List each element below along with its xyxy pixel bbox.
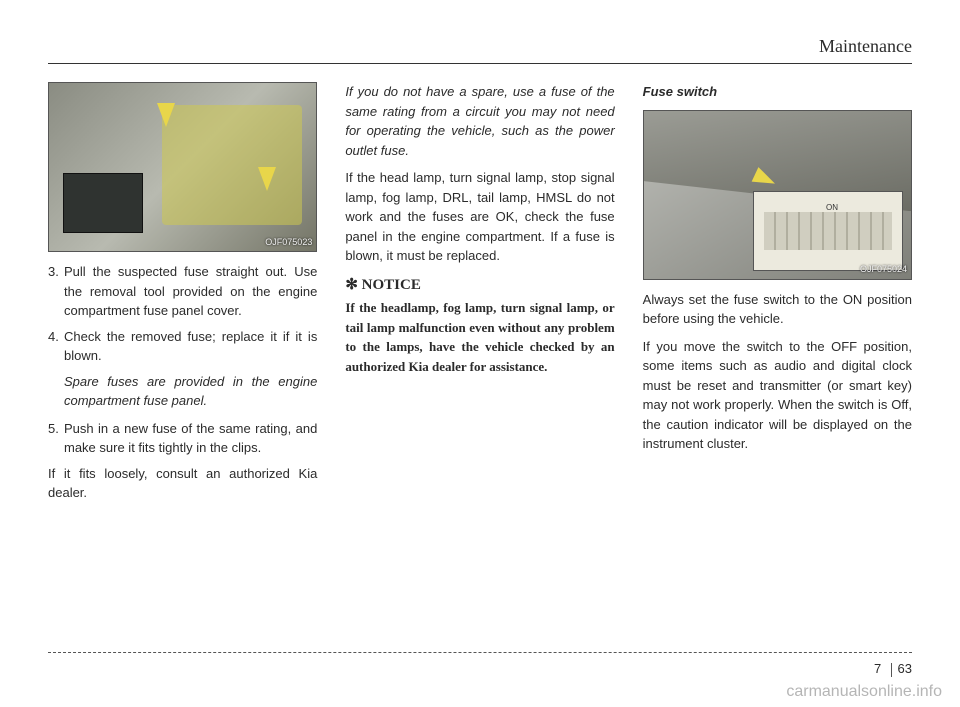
footer-rule: [48, 652, 912, 653]
panel-on-label: ON: [826, 202, 838, 214]
section-number: 7: [874, 661, 885, 676]
figure-code: OJF075023: [265, 236, 312, 250]
figure-fuse-switch: ON OJF075024: [643, 110, 912, 280]
arrow-down-icon: [157, 103, 175, 127]
figure-highlight-box: [162, 105, 302, 225]
step-5: 5. Push in a new fuse of the same rating…: [48, 419, 317, 458]
fuse-switch-p2: If you move the switch to the OFF positi…: [643, 337, 912, 454]
figure-code: OJF075024: [860, 263, 907, 277]
page-number: 7 63: [874, 661, 912, 677]
spare-advice: If you do not have a spare, use a fuse o…: [345, 82, 614, 160]
figure-fuse-panel: ON: [753, 191, 903, 271]
page-divider: [891, 663, 892, 677]
spare-note: Spare fuses are provided in the engine c…: [48, 372, 317, 411]
notice-label: NOTICE: [362, 277, 421, 293]
step-text: Check the removed fuse; replace it if it…: [64, 327, 317, 366]
step-number: 5.: [48, 419, 64, 458]
notice-body: If the headlamp, fog lamp, turn signal l…: [345, 298, 614, 376]
fuse-switch-heading: Fuse switch: [643, 82, 912, 102]
page-number-value: 63: [898, 661, 912, 676]
page-header: Maintenance: [48, 36, 912, 64]
figure-engine-fuse: OJF075023: [48, 82, 317, 252]
step-number: 3.: [48, 262, 64, 321]
notice-star-icon: ✻: [345, 277, 358, 293]
fuse-switch-p1: Always set the fuse switch to the ON pos…: [643, 290, 912, 329]
step-number: 4.: [48, 327, 64, 366]
column-2: If you do not have a spare, use a fuse o…: [345, 82, 614, 602]
step-3: 3. Pull the suspected fuse straight out.…: [48, 262, 317, 321]
arrow-down-icon: [258, 167, 276, 191]
header-title: Maintenance: [819, 36, 912, 56]
figure-fusebox: [63, 173, 143, 233]
step-4: 4. Check the removed fuse; replace it if…: [48, 327, 317, 366]
notice-heading: ✻ NOTICE: [345, 274, 614, 297]
manual-page: Maintenance OJF075023 3. Pull the suspec…: [0, 0, 960, 707]
loose-note: If it fits loosely, consult an authorize…: [48, 464, 317, 503]
column-3: Fuse switch ON OJF075024 Always set the …: [643, 82, 912, 602]
lamp-check: If the head lamp, turn signal lamp, stop…: [345, 168, 614, 266]
figure-fuse-slots: [764, 212, 892, 250]
column-1: OJF075023 3. Pull the suspected fuse str…: [48, 82, 317, 602]
step-text: Push in a new fuse of the same rating, a…: [64, 419, 317, 458]
step-text: Pull the suspected fuse straight out. Us…: [64, 262, 317, 321]
watermark: carmanualsonline.info: [786, 683, 942, 701]
content-columns: OJF075023 3. Pull the suspected fuse str…: [48, 82, 912, 602]
